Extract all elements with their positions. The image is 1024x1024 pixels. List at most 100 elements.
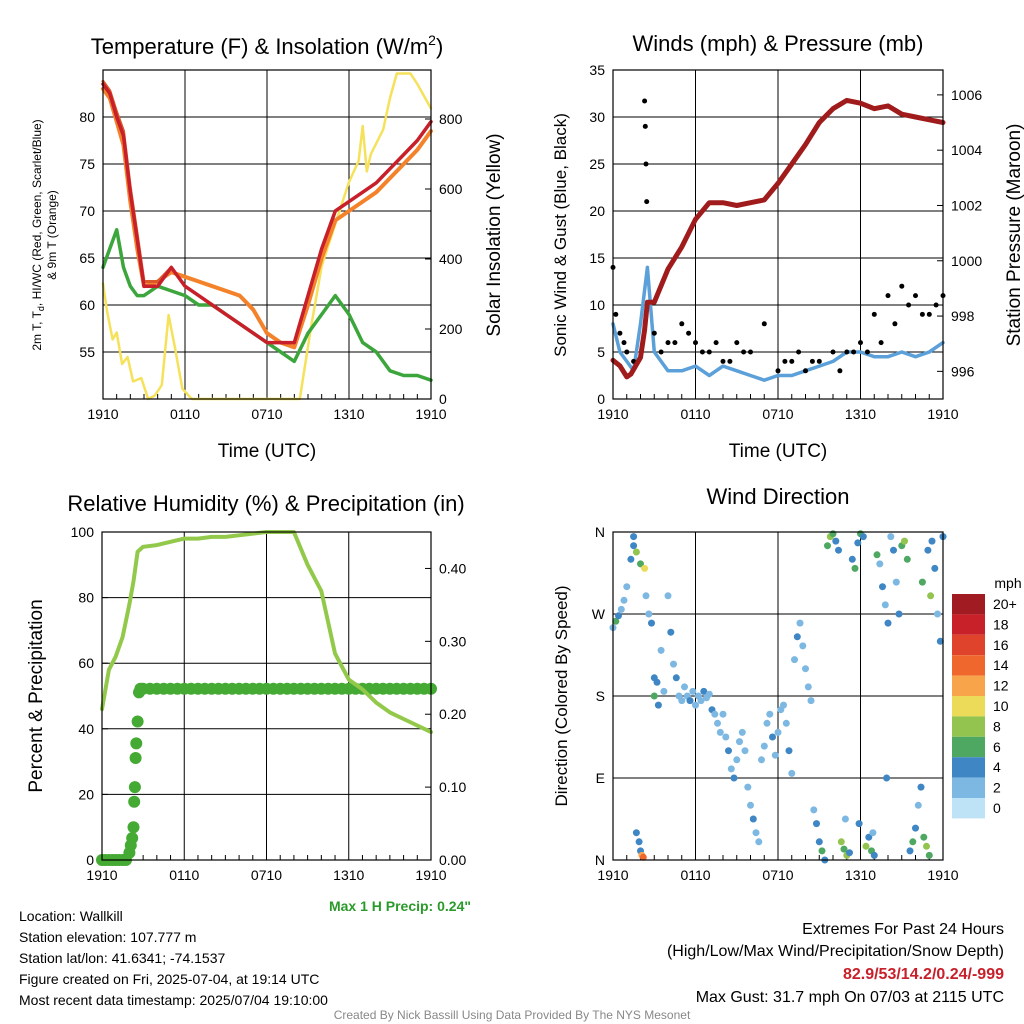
temp-left-ylabel: 2m T, Td, HI/WC (Red, Green, Scarlet/Blu… [30,119,46,350]
direction-point [859,533,867,541]
precip-point [128,781,141,794]
gust-point [713,340,719,346]
direction-point [758,756,765,764]
direction-point [755,838,763,846]
direction-point [912,824,919,832]
direction-point [879,583,886,591]
precip-point [127,821,140,834]
gust-point [699,349,705,355]
direction-point [909,838,917,846]
direction-point [813,820,820,828]
solar-right-ytick-label: 800 [439,111,463,127]
direction-point [846,849,853,857]
direction-point [804,683,812,691]
temp-xtick-label: 0710 [251,406,282,422]
direction-point [738,728,746,736]
direction-point [802,665,809,673]
direction-point [771,751,779,759]
direction-point [766,710,774,718]
direction-point [632,829,640,837]
direction-point [657,646,665,654]
gust-point [642,123,648,129]
max-precip-label: Max 1 H Precip: 0.24" [329,898,471,914]
wind-speed-line [611,265,945,382]
direction-point [895,610,903,618]
dir-xtick-label: 1310 [845,867,876,883]
gust-point [933,302,939,308]
direction-point [855,820,863,828]
extremes-values: 82.9/53/14.2/0.24/-999 [843,966,1004,983]
wind-left-ytick-label: 25 [589,156,605,172]
gust-point [796,349,802,355]
pressure-right-ytick-label: 996 [951,363,975,379]
gust-point [864,349,870,355]
gust-point [741,349,747,355]
direction-point [689,687,697,695]
direction-point [725,747,732,755]
temperature-line [101,82,433,345]
direction-point [848,555,856,563]
gust-point [885,293,891,299]
direction-point [741,747,749,755]
rh-xtick-label: 1910 [415,867,446,883]
legend-label: 6 [993,739,1001,755]
direction-point [862,842,870,850]
direction-point [670,660,677,668]
precip-right-ytick-label: 0.10 [439,779,466,795]
direction-point [865,833,873,841]
direction-point [925,851,933,859]
direction-point [917,783,925,791]
gust-point [858,340,863,346]
gust-point [672,340,678,346]
station-info: Location: Wallkill Station elevation: 10… [19,906,328,1011]
legend-swatch [952,675,985,696]
direction-point [824,542,831,550]
gust-point [658,349,664,355]
solar-right-ytick-label: 600 [439,181,463,197]
direction-point [837,838,845,846]
temp-left-ylabel-line2: & 9m T (Orange) [45,190,59,280]
direction-point [730,774,738,782]
temp-left-ytick-label: 75 [79,156,95,172]
speed-legend-title: mph [994,575,1021,591]
station-latlon: Station lat/lon: 41.6341; -74.1537 [19,950,226,966]
direction-point [617,605,625,613]
gust-point [621,340,627,346]
wind-xtick-label: 1910 [597,406,628,422]
gust-point [761,321,767,327]
station-location: Location: Wallkill [19,908,123,924]
direction-point [840,845,848,853]
direction-point [920,833,928,841]
legend-swatch [952,777,985,798]
gust-point [809,358,815,364]
direction-point [807,697,815,705]
gust-point [816,358,822,364]
direction-point [774,728,782,736]
direction-point [788,769,796,777]
temp-frame [102,69,432,400]
most-recent-data: Most recent data timestamp: 2025/07/04 1… [19,992,328,1008]
direction-point [664,592,672,600]
direction-point [832,537,840,545]
temp-panel-title: Temperature (F) & Insolation (W/m2) [91,32,444,59]
gust-point [617,330,623,336]
direction-point [760,742,768,750]
precip-point [130,737,143,750]
rh-left-ytick-label: 0 [86,852,94,868]
gust-point [642,98,648,104]
direction-point [818,847,826,855]
wind-left-ytick-label: 5 [597,344,605,360]
direction-point [639,853,647,861]
dir-xtick-label: 1910 [597,867,628,883]
direction-point [931,564,939,572]
legend-label: 18 [993,616,1009,632]
direction-point [620,596,628,604]
rh-left-ytick-label: 80 [78,590,94,606]
direction-point [681,683,688,691]
solar-right-ytick-label: 400 [439,251,463,267]
direction-point [793,633,801,641]
gust-point [803,368,808,374]
direction-point [791,656,798,664]
direction-point [890,546,897,554]
